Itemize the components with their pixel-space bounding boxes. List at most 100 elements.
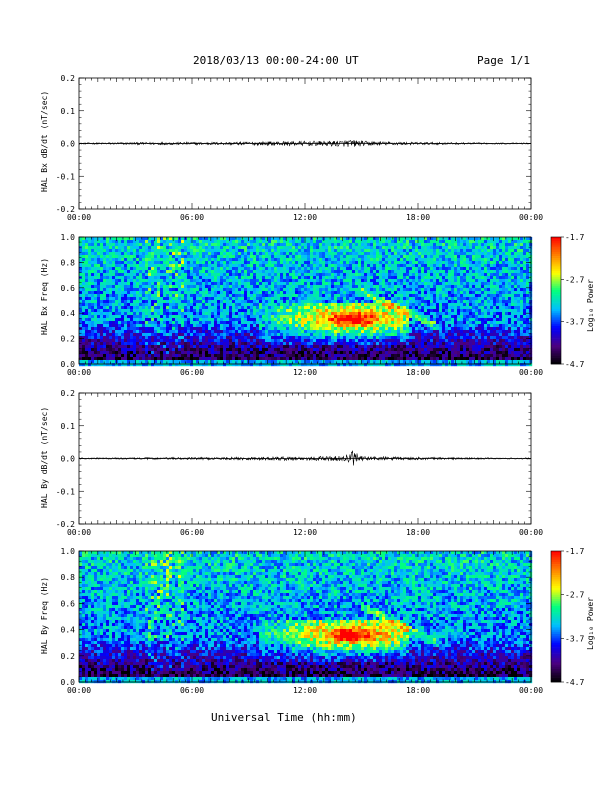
spectrogram-cell bbox=[136, 294, 140, 298]
spectrogram-cell bbox=[169, 291, 173, 295]
spectrogram-cell bbox=[370, 264, 374, 268]
spectrogram-cell bbox=[310, 318, 314, 322]
spectrogram-cell bbox=[100, 255, 104, 259]
spectrogram-cell bbox=[415, 306, 419, 310]
spectrogram-cell bbox=[280, 246, 284, 250]
spectrogram-cell bbox=[331, 300, 335, 304]
spectrogram-cell bbox=[367, 240, 371, 244]
spectrogram-cell bbox=[424, 303, 428, 307]
spectrogram-cell bbox=[205, 321, 209, 325]
spectrogram-cell bbox=[244, 267, 248, 271]
spectrogram-cell bbox=[442, 312, 446, 316]
spectrogram-cell bbox=[478, 288, 482, 292]
spectrogram-cell bbox=[262, 243, 266, 247]
spectrogram-cell bbox=[433, 309, 437, 313]
spectrogram-cell bbox=[205, 279, 209, 283]
spectrogram-cell bbox=[319, 243, 323, 247]
spectrogram-cell bbox=[85, 246, 89, 250]
spectrogram-cell bbox=[328, 321, 332, 325]
spectrogram-cell bbox=[370, 312, 374, 316]
spectrogram-cell bbox=[487, 321, 491, 325]
spectrogram-cell bbox=[499, 237, 503, 241]
spectrogram-cell bbox=[169, 315, 173, 319]
spectrogram-cell bbox=[298, 255, 302, 259]
spectrogram-cell bbox=[502, 267, 506, 271]
spectrogram-cell bbox=[424, 243, 428, 247]
spectrogram-cell bbox=[268, 273, 272, 277]
spectrogram-cell bbox=[223, 306, 227, 310]
spectrogram-cell bbox=[103, 300, 107, 304]
spectrogram-cell bbox=[427, 270, 431, 274]
spectrogram-cell bbox=[346, 273, 350, 277]
spectrogram-cell bbox=[280, 252, 284, 256]
spectrogram-cell bbox=[241, 252, 245, 256]
spectrogram-cell bbox=[286, 297, 290, 301]
spectrogram-cell bbox=[478, 270, 482, 274]
spectrogram-cell bbox=[379, 255, 383, 259]
spectrogram-cell bbox=[190, 306, 194, 310]
spectrogram-cell bbox=[448, 276, 452, 280]
spectrogram-cell bbox=[472, 273, 476, 277]
spectrogram-cell bbox=[415, 282, 419, 286]
spectrogram-cell bbox=[439, 315, 443, 319]
spectrogram-cell bbox=[478, 300, 482, 304]
spectrogram-cell bbox=[373, 303, 377, 307]
spectrogram-cell bbox=[523, 300, 527, 304]
spectrogram-cell bbox=[115, 330, 119, 334]
spectrogram-cell bbox=[298, 246, 302, 250]
spectrogram-cell bbox=[91, 243, 95, 247]
spectrogram-cell bbox=[232, 270, 236, 274]
spectrogram-cell bbox=[337, 303, 341, 307]
spectrogram-cell bbox=[115, 264, 119, 268]
spectrogram-cell bbox=[283, 294, 287, 298]
spectrogram-cell bbox=[340, 249, 344, 253]
spectrogram-cell bbox=[295, 261, 299, 265]
spectrogram-cell bbox=[154, 249, 158, 253]
spectrogram-cell bbox=[199, 294, 203, 298]
spectrogram-cell bbox=[91, 240, 95, 244]
spectrogram-cell bbox=[475, 282, 479, 286]
spectrogram-cell bbox=[379, 270, 383, 274]
spectrogram-cell bbox=[373, 288, 377, 292]
spectrogram-cell bbox=[295, 240, 299, 244]
spectrogram-cell bbox=[211, 315, 215, 319]
spectrogram-cell bbox=[493, 267, 497, 271]
spectrogram-cell bbox=[169, 261, 173, 265]
spectrogram-cell bbox=[304, 309, 308, 313]
spectrogram-cell bbox=[316, 276, 320, 280]
spectrogram-cell bbox=[514, 318, 518, 322]
spectrogram-cell bbox=[253, 315, 257, 319]
spectrogram-cell bbox=[520, 276, 524, 280]
spectrogram-cell bbox=[340, 309, 344, 313]
spectrogram-cell bbox=[166, 309, 170, 313]
spectrogram-cell bbox=[115, 276, 119, 280]
spectrogram-cell bbox=[157, 279, 161, 283]
spectrogram-cell bbox=[196, 315, 200, 319]
spectrogram-cell bbox=[310, 258, 314, 262]
spectrogram-cell bbox=[163, 309, 167, 313]
spectrogram-cell bbox=[157, 306, 161, 310]
spectrogram-cell bbox=[283, 315, 287, 319]
spectrogram-cell bbox=[319, 261, 323, 265]
spectrogram-cell bbox=[121, 249, 125, 253]
spectrogram-cell bbox=[376, 264, 380, 268]
spectrogram-cell bbox=[424, 315, 428, 319]
spectrogram-cell bbox=[463, 258, 467, 262]
spectrogram-cell bbox=[124, 252, 128, 256]
spectrogram-cell bbox=[112, 249, 116, 253]
spectrogram-cell bbox=[313, 258, 317, 262]
spectrogram-cell bbox=[196, 294, 200, 298]
spectrogram-cell bbox=[133, 267, 137, 271]
spectrogram-cell bbox=[436, 306, 440, 310]
spectrogram-cell bbox=[220, 279, 224, 283]
spectrogram-cell bbox=[247, 267, 251, 271]
spectrogram-cell bbox=[130, 309, 134, 313]
spectrogram-cell bbox=[214, 270, 218, 274]
spectrogram-cell bbox=[349, 321, 353, 325]
spectrogram-cell bbox=[160, 294, 164, 298]
spectrogram-cell bbox=[82, 279, 86, 283]
spectrogram-cell bbox=[433, 294, 437, 298]
spectrogram-cell bbox=[229, 258, 233, 262]
spectrogram-cell bbox=[454, 300, 458, 304]
spectrogram-cell bbox=[457, 294, 461, 298]
